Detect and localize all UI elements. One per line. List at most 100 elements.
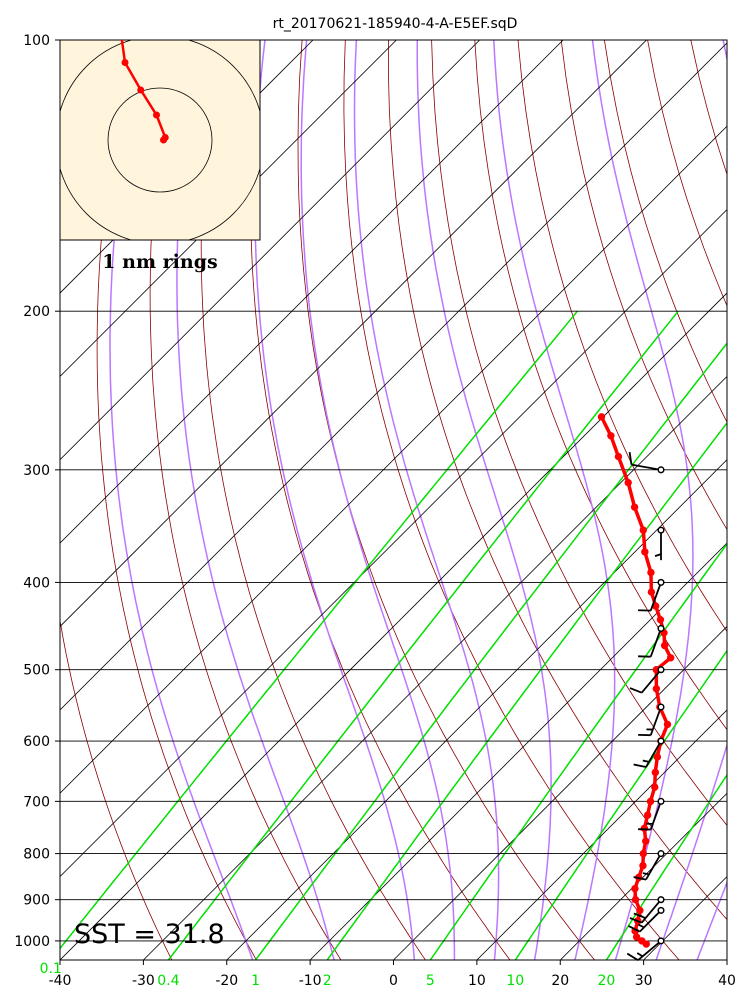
- temperature-point: [651, 783, 659, 791]
- barb-station: [657, 896, 665, 904]
- background-lines: [60, 40, 750, 960]
- temperature-point: [630, 503, 639, 511]
- wind-barb: [628, 451, 665, 474]
- temperature-point: [639, 861, 647, 870]
- temperature-axis: -40 -30 -20 -10 0 10 20 30 40: [49, 960, 736, 989]
- barb-staff: [649, 706, 662, 736]
- barb-station: [657, 466, 665, 474]
- x-tick-label: 20: [551, 973, 569, 989]
- y-tick-label: 600: [23, 734, 50, 750]
- hodograph-point: [137, 86, 145, 94]
- mixing-ratio-label: 2: [323, 973, 332, 989]
- mixing-ratio-label: 0.4: [157, 973, 179, 989]
- isotherm: [476, 709, 727, 960]
- temperature-point: [631, 884, 639, 893]
- barb-staff: [649, 582, 662, 611]
- wind-barbs: [626, 451, 665, 961]
- temperature-point: [642, 837, 650, 845]
- barb-station: [657, 578, 665, 586]
- barb-half-flag: [637, 923, 645, 929]
- temperature-point: [651, 768, 660, 777]
- barb-half-flag: [654, 553, 662, 558]
- y-tick-label: 100: [23, 33, 50, 49]
- wind-barb: [638, 578, 665, 612]
- isotherm: [60, 125, 727, 794]
- mixing-ratio-label: 5: [426, 973, 435, 989]
- barb-station: [657, 850, 665, 858]
- mixing-ratio-label: 10: [506, 973, 524, 989]
- barb-station: [657, 937, 665, 945]
- mixing-ratio-label: 20: [598, 973, 616, 989]
- x-tick-label: 30: [635, 973, 653, 989]
- wind-barb: [629, 896, 665, 924]
- temperature-point: [641, 548, 649, 556]
- sst-annotation: SST = 31.8: [74, 919, 225, 950]
- hodograph-caption: 1 nm rings: [102, 251, 217, 273]
- moist-adiabat: [416, 40, 552, 960]
- y-tick-label: 500: [23, 663, 50, 679]
- temperature-point: [663, 720, 672, 729]
- mixing-ratio-labels: 0.1 0.4 1 2 5 10 20: [40, 961, 616, 989]
- chart-title: rt_20170621-185940-4-A-E5EF.sqD: [273, 16, 518, 32]
- temperature-point: [656, 615, 665, 624]
- wind-barb: [638, 624, 665, 658]
- temperature-point: [624, 478, 632, 487]
- isotherm: [60, 40, 480, 461]
- barb-staff: [645, 853, 662, 881]
- barb-station: [657, 703, 665, 711]
- barb-flag: [628, 451, 633, 465]
- barb-station: [657, 737, 665, 745]
- barb-staff: [645, 740, 662, 768]
- y-tick-label: 1000: [14, 934, 50, 950]
- barb-flag: [633, 763, 647, 768]
- dry-adiabat: [388, 40, 727, 921]
- temperature-point: [647, 568, 655, 577]
- hodograph-line: [120, 40, 167, 141]
- dry-adiabat: [474, 40, 727, 731]
- barb-flag: [633, 876, 647, 881]
- hodograph-point: [116, 22, 123, 29]
- isotherm: [726, 959, 727, 960]
- barb-staff: [649, 628, 662, 657]
- temperature-point: [646, 797, 655, 806]
- wind-barb: [638, 703, 665, 737]
- hodograph-point: [121, 59, 129, 66]
- temperature-point: [638, 937, 646, 945]
- temperature-point: [632, 933, 641, 941]
- isotherm: [60, 42, 727, 711]
- x-tick-label: -20: [215, 973, 238, 989]
- y-tick-label: 400: [23, 575, 50, 591]
- barb-staff: [631, 463, 662, 471]
- barb-half-flag: [642, 759, 650, 763]
- mixing-ratio-label: 1: [251, 973, 260, 989]
- dry-adiabat: [734, 40, 750, 960]
- wind-barb: [654, 526, 665, 561]
- isotherm: [393, 625, 727, 960]
- mixing-ratio-line: [514, 649, 727, 960]
- barb-station: [657, 526, 665, 534]
- isotherm: [560, 792, 727, 960]
- hodograph-ring-1: [107, 87, 213, 193]
- y-tick-label: 800: [23, 847, 50, 863]
- barb-station: [657, 666, 665, 674]
- barb-station: [657, 906, 665, 914]
- barb-half-flag: [636, 952, 644, 958]
- x-tick-label: 40: [718, 973, 736, 989]
- barb-staff: [649, 801, 662, 830]
- barb-staff: [637, 940, 662, 961]
- dry-adiabat: [297, 40, 595, 960]
- mixing-ratio-line: [167, 310, 679, 960]
- barb-staff: [639, 909, 662, 933]
- temperature-point: [660, 641, 669, 650]
- dry-adiabat: [60, 40, 173, 960]
- isotherm: [143, 375, 727, 960]
- temperature-point: [597, 413, 606, 421]
- moist-adiabat: [493, 40, 616, 960]
- moist-adiabat: [176, 40, 335, 960]
- barb-flag: [629, 917, 643, 924]
- hodograph-inset: 1 nm rings: [59, 22, 261, 273]
- wind-barb: [638, 797, 665, 831]
- barb-flag: [626, 952, 639, 961]
- moist-adiabat: [696, 880, 727, 960]
